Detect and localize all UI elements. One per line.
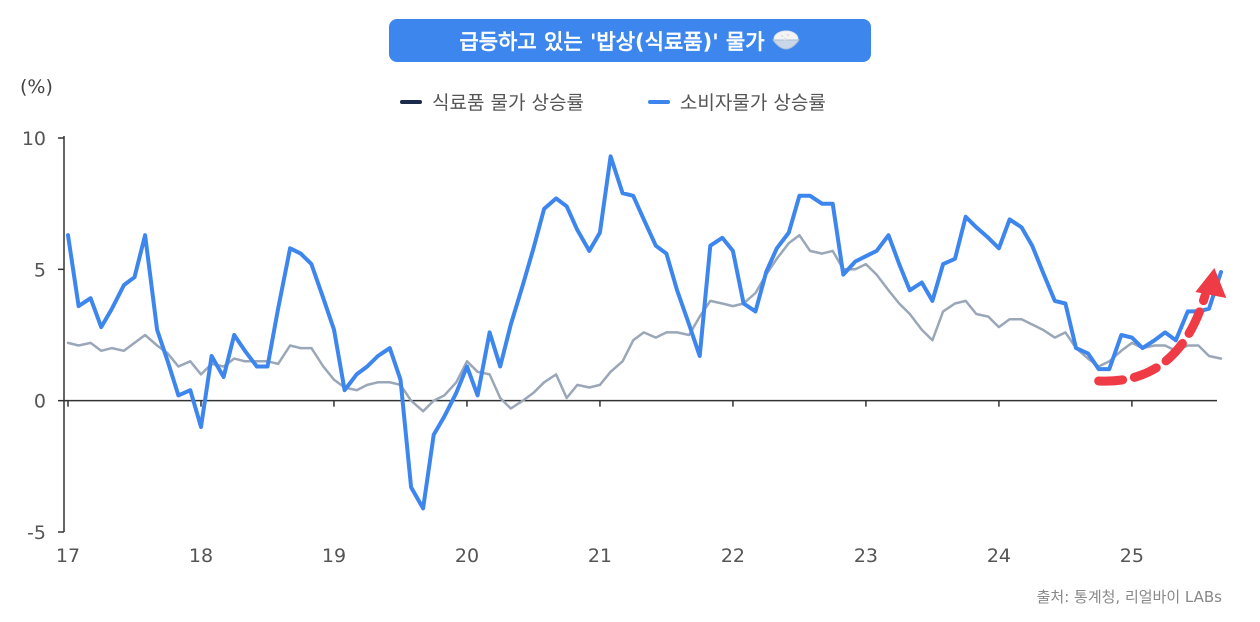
source-note: 출처: 통계청, 리얼바이 LABs — [1036, 588, 1222, 606]
x-tick-label: 22 — [721, 545, 745, 567]
legend-label-cpi: 소비자물가 상승률 — [679, 92, 826, 114]
x-tick-label: 18 — [189, 545, 213, 567]
series-line-cpi — [66, 233, 1223, 413]
x-tick-label: 23 — [854, 545, 878, 567]
legend-label-food: 식료품 물가 상승률 — [432, 92, 584, 114]
y-axis-unit: (%) — [20, 76, 53, 98]
legend-swatch-cpi — [647, 99, 670, 104]
trend-arrow-path — [1094, 291, 1210, 386]
chart-title-banner: 급등하고 있는 '밥상(식료품)' 물가 — [389, 19, 871, 62]
x-tick-label: 17 — [56, 545, 80, 567]
legend-item-cpi: 소비자물가 상승률 — [647, 88, 826, 115]
x-tick-label: 25 — [1120, 545, 1144, 567]
x-tick-label: 20 — [455, 545, 479, 567]
x-tick-label: 21 — [588, 545, 612, 567]
series-line-food — [66, 154, 1223, 511]
legend-item-food: 식료품 물가 상승률 — [400, 88, 584, 115]
y-tick-label: 5 — [34, 259, 46, 281]
rice-bowl-icon — [771, 30, 800, 49]
legend-swatch-food — [400, 99, 422, 104]
x-tick-label: 24 — [987, 545, 1011, 567]
y-tick-label: -5 — [27, 522, 46, 544]
trend-arrow-head — [1195, 267, 1227, 298]
legend: 식료품 물가 상승률 소비자물가 상승률 — [400, 88, 826, 115]
y-tick-label: 10 — [22, 128, 46, 150]
chart-title: 급등하고 있는 '밥상(식료품)' 물가 — [459, 29, 765, 54]
y-tick-label: 0 — [34, 391, 46, 413]
x-tick-label: 19 — [322, 545, 346, 567]
